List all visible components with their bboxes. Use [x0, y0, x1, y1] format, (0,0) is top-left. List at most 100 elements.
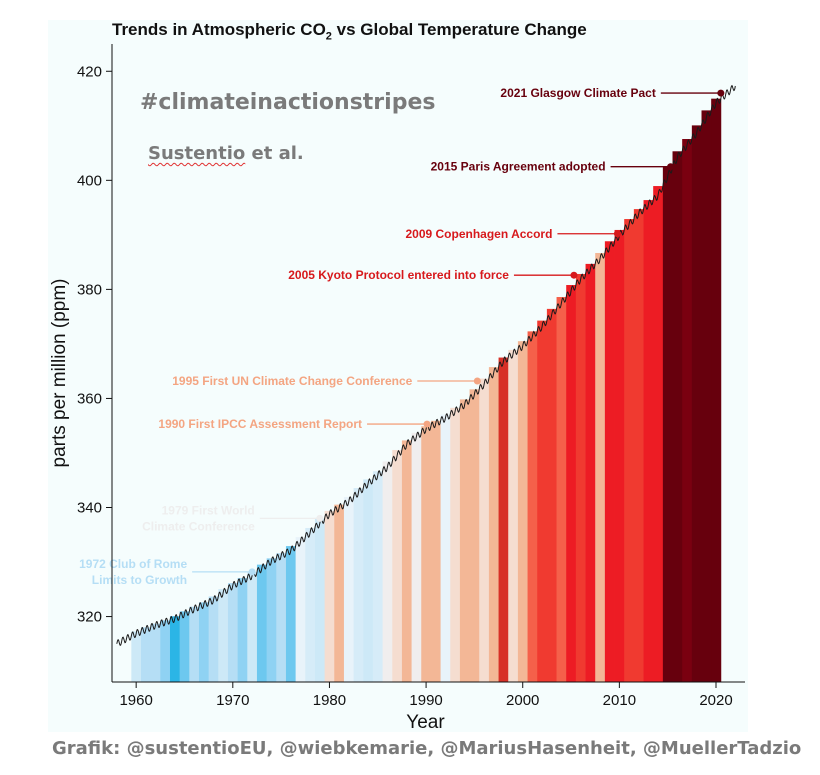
y-tick-label: 360	[77, 390, 102, 407]
stripe-2008	[595, 252, 606, 682]
annotation-dot	[248, 568, 256, 576]
y-tick-label: 380	[77, 281, 102, 298]
stripe-1999	[508, 349, 519, 682]
annotation-dot	[316, 514, 324, 522]
annotation-label: 2021 Glasgow Climate Pact	[500, 86, 655, 100]
stripe-2017	[682, 139, 693, 682]
co2-series	[116, 84, 736, 647]
x-tick-label: 2020	[699, 692, 732, 709]
stripe-1998	[498, 357, 509, 682]
annotation-2: 2009 Copenhagen Accord	[405, 227, 621, 241]
stripe-1971	[237, 578, 248, 682]
stripe-1988	[401, 440, 412, 682]
stripe-1984	[363, 479, 374, 682]
stripe-1978	[305, 527, 316, 682]
annotation-1: 2015 Paris Agreement adopted	[431, 160, 675, 174]
temperature-stripes	[131, 98, 722, 683]
stripe-1963	[160, 620, 171, 682]
stripe-1996	[479, 378, 490, 682]
annotation-label: Climate Conference	[142, 519, 255, 533]
stripe-2004	[556, 297, 567, 682]
stripe-1995	[469, 389, 480, 682]
stripe-1962	[150, 623, 161, 682]
stripe-2000	[517, 341, 528, 682]
annotation-label: 1995 First UN Climate Change Conference	[172, 374, 412, 388]
annotation-7: 1972 Club of Rome Limits to Growth	[79, 557, 256, 587]
y-tick-label: 420	[77, 63, 102, 80]
annotation-0: 2021 Glasgow Climate Pact	[500, 86, 725, 100]
stripe-1987	[392, 449, 403, 682]
stripe-2002	[537, 320, 548, 682]
stripe-2005	[566, 285, 577, 682]
x-tick-label: 2010	[603, 692, 636, 709]
x-tick-label: 1970	[216, 692, 249, 709]
annotation-dot	[570, 271, 578, 279]
stripe-2003	[546, 308, 557, 682]
co2-line	[116, 84, 736, 647]
annotation-6: 1979 First World Climate Conference	[142, 503, 324, 533]
stripe-2013	[643, 200, 654, 683]
annotation-label: 2005 Kyoto Protocol entered into force	[288, 268, 509, 282]
stripe-1961	[140, 627, 152, 682]
stripe-1966	[189, 606, 200, 682]
stripe-1969	[218, 589, 229, 682]
stripe-1983	[353, 488, 364, 682]
stripe-2015	[662, 166, 673, 682]
author-text: Sustentio et al.	[148, 143, 304, 164]
stripe-1960	[131, 631, 142, 682]
annotation-dot	[423, 420, 431, 428]
stripe-2020	[711, 98, 722, 682]
axes: 320 340 360 380 400 420 1960 1970 1980 1990 2000 20…	[49, 44, 745, 733]
y-tick-label: 320	[77, 609, 102, 626]
stripe-1992	[440, 414, 451, 682]
stripe-1985	[372, 471, 383, 682]
y-tick-label: 400	[77, 172, 102, 189]
credit-text: Grafik: @sustentioEU, @wiebkemarie, @Mar…	[52, 738, 802, 759]
y-tick-label: 340	[77, 500, 102, 517]
annotation-label: 1990 First IPCC Assessment Report	[158, 417, 362, 431]
annotation-dot	[613, 230, 621, 238]
stripe-1965	[179, 611, 190, 682]
stripe-1975	[276, 553, 287, 682]
y-axis-label: parts per million (ppm)	[49, 279, 70, 468]
author-name: Sustentio	[148, 143, 246, 164]
author-suffix: et al.	[245, 143, 304, 164]
stripe-1990	[421, 426, 432, 682]
stripe-1994	[459, 399, 470, 682]
stripe-2006	[575, 273, 586, 682]
x-tick-label: 1990	[409, 692, 442, 709]
annotation-dot	[667, 163, 675, 171]
annotation-dot	[717, 89, 725, 97]
stripe-1964	[169, 616, 181, 682]
stripe-2014	[653, 186, 664, 683]
stripe-2016	[672, 151, 683, 683]
stripe-2018	[691, 125, 702, 683]
stripe-1968	[208, 596, 219, 682]
stripe-1972	[247, 571, 258, 682]
annotation-4: 1995 First UN Climate Change Conference	[172, 374, 481, 388]
stripe-1970	[227, 583, 239, 682]
annotation-label: 2015 Paris Agreement adopted	[431, 160, 606, 174]
annotation-dot	[473, 377, 481, 385]
stripe-1986	[382, 461, 393, 682]
stripe-1993	[450, 407, 461, 682]
stripe-1989	[411, 432, 422, 682]
stripe-1973	[256, 564, 268, 682]
x-axis-label: Year	[406, 712, 445, 733]
stripe-1981	[334, 504, 345, 682]
annotation-5: 1990 First IPCC Assessment Report	[158, 417, 431, 431]
stripe-2012	[633, 209, 644, 683]
x-tick-label: 1960	[119, 692, 152, 709]
stripe-1974	[266, 558, 277, 682]
stripe-1977	[295, 537, 306, 682]
chart-title: Trends in Atmospheric CO2 vs Global Temp…	[112, 20, 587, 43]
annotation-label: 1972 Club of Rome	[79, 557, 187, 571]
x-tick-label: 1980	[313, 692, 346, 709]
stripe-2010	[614, 229, 625, 682]
stripe-1982	[343, 497, 355, 682]
annotation-label: Limits to Growth	[92, 573, 187, 587]
stripe-1980	[324, 510, 335, 682]
annotations: 2021 Glasgow Climate Pact 2015 Paris Agre…	[79, 86, 725, 587]
stripe-2007	[585, 263, 596, 682]
annotation-3: 2005 Kyoto Protocol entered into force	[288, 268, 578, 282]
